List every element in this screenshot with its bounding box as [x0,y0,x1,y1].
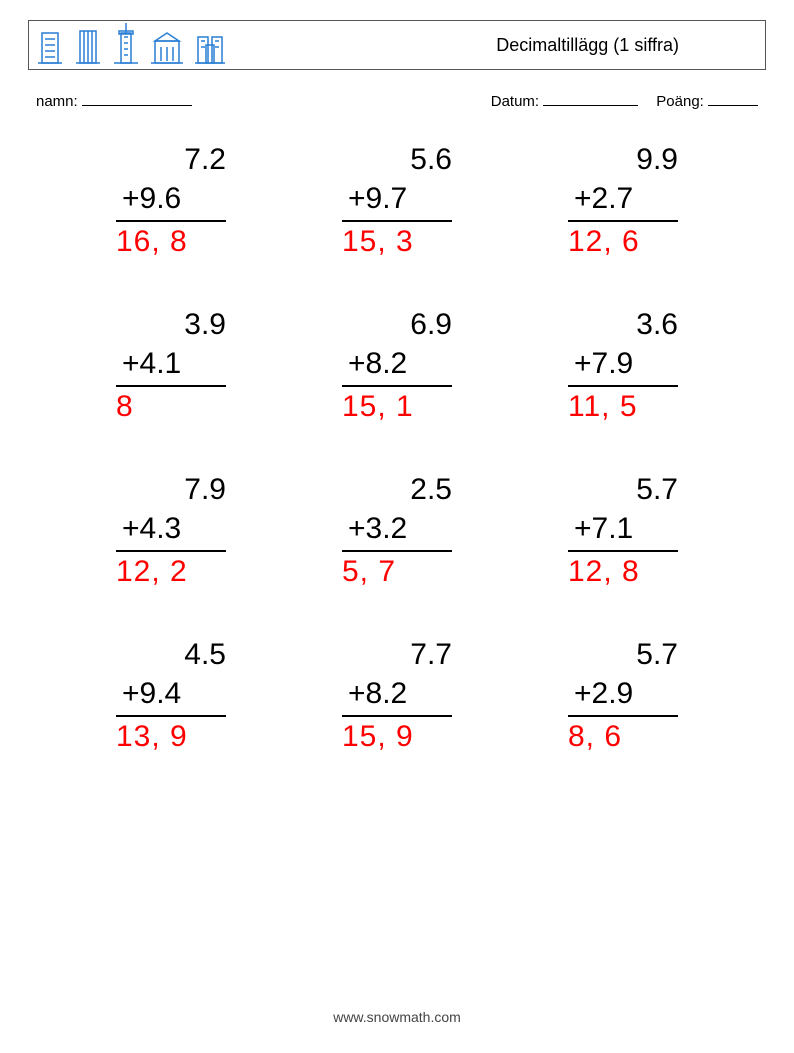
date-label: Datum: [491,93,539,110]
logo-buildings [37,25,225,65]
problem: 5.7 +7.1 12, 8 [510,470,736,591]
operand-2: +7.9 [568,344,678,387]
score-field: Poäng: [656,92,758,110]
operand-2: +8.2 [342,344,452,387]
building-icon [37,27,63,65]
answer: 13, 9 [116,717,226,756]
problem: 7.9 +4.3 12, 2 [58,470,284,591]
problem: 2.5 +3.2 5, 7 [284,470,510,591]
answer: 15, 1 [342,387,452,426]
operand-1: 7.9 [116,470,226,509]
name-field: namn: [36,92,192,110]
header: Decimaltillägg (1 siffra) [28,20,766,70]
footer-url: www.snowmath.com [0,1009,794,1025]
answer: 8, 6 [568,717,678,756]
problem: 6.9 +8.2 15, 1 [284,305,510,426]
operand-1: 2.5 [342,470,452,509]
operand-1: 7.2 [116,140,226,179]
building-icon [151,27,183,65]
worksheet-page: Decimaltillägg (1 siffra) namn: Datum: P… [0,0,794,1053]
operand-2: +9.4 [116,674,226,717]
answer: 5, 7 [342,552,452,591]
score-label: Poäng: [656,93,704,110]
problem-grid: 7.2 +9.6 16, 8 5.6 +9.7 15, 3 9.9 +2.7 1… [28,140,766,756]
name-label: namn: [36,93,78,110]
date-blank[interactable] [543,92,638,106]
answer: 12, 8 [568,552,678,591]
name-blank[interactable] [82,92,192,106]
operand-2: +8.2 [342,674,452,717]
operand-1: 3.6 [568,305,678,344]
operand-1: 5.7 [568,635,678,674]
operand-2: +9.6 [116,179,226,222]
problem: 7.2 +9.6 16, 8 [58,140,284,261]
score-blank[interactable] [708,92,758,106]
problem: 5.7 +2.9 8, 6 [510,635,736,756]
building-icon [75,27,101,65]
answer: 16, 8 [116,222,226,261]
building-icon [195,27,225,65]
operand-1: 5.7 [568,470,678,509]
answer: 15, 3 [342,222,452,261]
date-field: Datum: [491,92,639,110]
operand-2: +7.1 [568,509,678,552]
answer: 8 [116,387,226,426]
answer: 12, 2 [116,552,226,591]
operand-1: 6.9 [342,305,452,344]
operand-1: 5.6 [342,140,452,179]
operand-1: 7.7 [342,635,452,674]
answer: 15, 9 [342,717,452,756]
meta-row: namn: Datum: Poäng: [36,92,758,110]
problem: 3.6 +7.9 11, 5 [510,305,736,426]
problem: 5.6 +9.7 15, 3 [284,140,510,261]
operand-2: +4.3 [116,509,226,552]
operand-1: 3.9 [116,305,226,344]
problem: 3.9 +4.1 8 [58,305,284,426]
operand-2: +2.9 [568,674,678,717]
operand-2: +9.7 [342,179,452,222]
operand-1: 9.9 [568,140,678,179]
building-icon [113,23,139,65]
problem: 7.7 +8.2 15, 9 [284,635,510,756]
worksheet-title: Decimaltillägg (1 siffra) [496,35,749,56]
operand-2: +4.1 [116,344,226,387]
problem: 9.9 +2.7 12, 6 [510,140,736,261]
problem: 4.5 +9.4 13, 9 [58,635,284,756]
operand-1: 4.5 [116,635,226,674]
answer: 12, 6 [568,222,678,261]
operand-2: +2.7 [568,179,678,222]
operand-2: +3.2 [342,509,452,552]
answer: 11, 5 [568,387,678,426]
